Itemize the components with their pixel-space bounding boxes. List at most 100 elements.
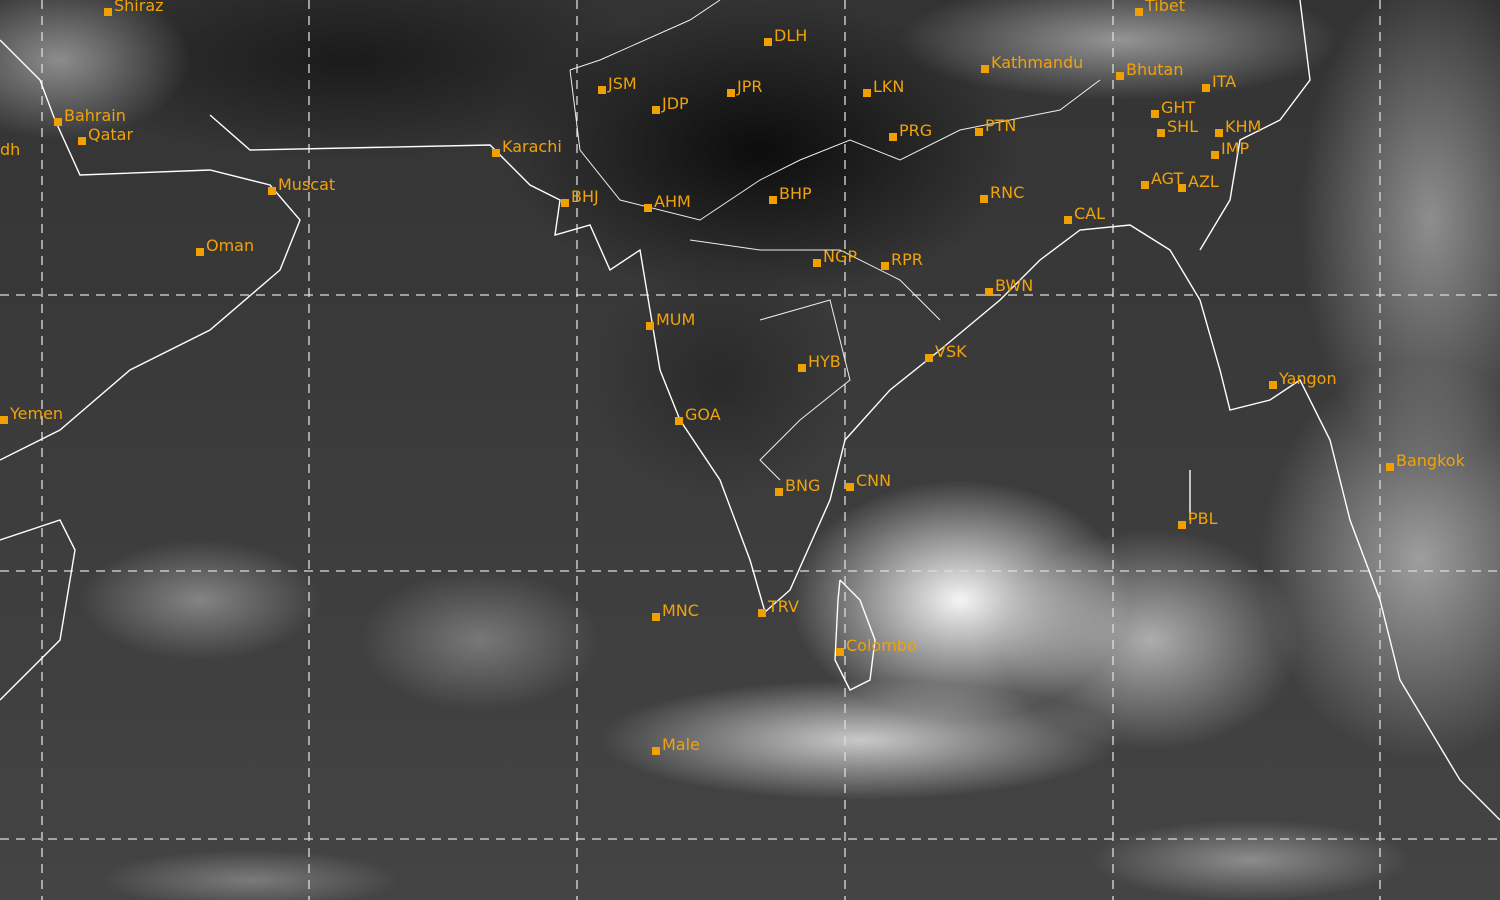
square-marker-icon	[985, 288, 993, 296]
square-marker-icon	[1064, 216, 1072, 224]
square-marker-icon	[1151, 110, 1159, 118]
city-marker: GOA	[675, 407, 721, 425]
city-marker: DLH	[764, 28, 807, 46]
city-label: Male	[662, 735, 700, 754]
city-label: RNC	[990, 183, 1025, 202]
city-label: GOA	[685, 405, 721, 424]
city-marker: AHM	[644, 194, 691, 212]
square-marker-icon	[1211, 151, 1219, 159]
city-label: Bangkok	[1396, 451, 1465, 470]
square-marker-icon	[758, 609, 766, 617]
city-marker: dh	[0, 142, 20, 160]
city-marker: Karachi	[492, 139, 562, 157]
city-label: JSM	[608, 74, 637, 93]
city-label: DLH	[774, 26, 808, 45]
square-marker-icon	[975, 128, 983, 136]
city-marker: CAL	[1064, 206, 1105, 224]
square-marker-icon	[1178, 521, 1186, 529]
square-marker-icon	[1141, 181, 1149, 189]
square-marker-icon	[769, 196, 777, 204]
square-marker-icon	[652, 106, 660, 114]
city-marker: IMP	[1211, 141, 1249, 159]
square-marker-icon	[646, 322, 654, 330]
square-marker-icon	[1202, 84, 1210, 92]
city-label: TRV	[768, 597, 799, 616]
city-marker: Shiraz	[104, 0, 164, 16]
square-marker-icon	[675, 417, 683, 425]
city-label: JPR	[737, 77, 763, 96]
square-marker-icon	[775, 488, 783, 496]
square-marker-icon	[78, 137, 86, 145]
city-label: VSK	[935, 342, 967, 361]
square-marker-icon	[644, 204, 652, 212]
city-label: GHT	[1161, 98, 1196, 117]
city-marker: ITA	[1202, 74, 1236, 92]
city-marker: Male	[652, 737, 700, 755]
square-marker-icon	[1215, 129, 1223, 137]
city-label: JDP	[662, 94, 689, 113]
city-marker: Muscat	[268, 177, 335, 195]
square-marker-icon	[836, 648, 844, 656]
city-label: IMP	[1221, 139, 1250, 158]
city-marker: Bahrain	[54, 108, 126, 126]
city-marker: JPR	[727, 79, 762, 97]
square-marker-icon	[268, 187, 276, 195]
city-label: Yemen	[10, 404, 64, 423]
city-label: KHM	[1225, 117, 1262, 136]
city-label: Tibet	[1145, 0, 1185, 15]
square-marker-icon	[981, 65, 989, 73]
square-marker-icon	[846, 483, 854, 491]
city-label: Bhutan	[1126, 60, 1184, 79]
city-label: Colombo	[846, 636, 917, 655]
city-marker: MUM	[646, 312, 695, 330]
square-marker-icon	[813, 259, 821, 267]
city-marker: SHL	[1157, 119, 1198, 137]
city-label: Qatar	[88, 125, 134, 144]
city-label: BHJ	[571, 187, 599, 206]
city-marker: BWN	[985, 278, 1033, 296]
city-label: RPR	[891, 250, 923, 269]
city-label: CAL	[1074, 204, 1106, 223]
city-label: BHP	[779, 184, 812, 203]
city-label: Karachi	[502, 137, 562, 156]
square-marker-icon	[1269, 381, 1277, 389]
city-marker: BHJ	[561, 189, 599, 207]
city-label: Kathmandu	[991, 53, 1084, 72]
square-marker-icon	[798, 364, 806, 372]
city-label: MNC	[662, 601, 699, 620]
city-marker: AGT	[1141, 171, 1183, 189]
city-marker: Bhutan	[1116, 62, 1183, 80]
city-label: dh	[0, 140, 21, 159]
city-label: NGP	[823, 247, 858, 266]
city-label: SHL	[1167, 117, 1199, 136]
city-label: HYB	[808, 352, 841, 371]
city-label: PBL	[1188, 509, 1218, 528]
city-marker: NGP	[813, 249, 857, 267]
square-marker-icon	[863, 89, 871, 97]
city-label: AHM	[654, 192, 691, 211]
city-marker: Yemen	[0, 406, 63, 424]
square-marker-icon	[1157, 129, 1165, 137]
city-label: Muscat	[278, 175, 336, 194]
square-marker-icon	[0, 416, 8, 424]
city-marker: MNC	[652, 603, 699, 621]
city-marker: Qatar	[78, 127, 133, 145]
square-marker-icon	[1178, 184, 1186, 192]
square-marker-icon	[652, 613, 660, 621]
city-marker: HYB	[798, 354, 841, 372]
city-marker: PBL	[1178, 511, 1218, 529]
city-label: Bahrain	[64, 106, 126, 125]
city-marker: AZL	[1178, 174, 1219, 192]
square-marker-icon	[881, 262, 889, 270]
city-label: AZL	[1188, 172, 1219, 191]
square-marker-icon	[492, 149, 500, 157]
city-label: ITA	[1212, 72, 1237, 91]
city-label: Yangon	[1279, 369, 1337, 388]
city-marker: LKN	[863, 79, 904, 97]
state-borders	[569, 0, 1101, 481]
city-label: MUM	[656, 310, 696, 329]
city-marker: Tibet	[1135, 0, 1185, 16]
